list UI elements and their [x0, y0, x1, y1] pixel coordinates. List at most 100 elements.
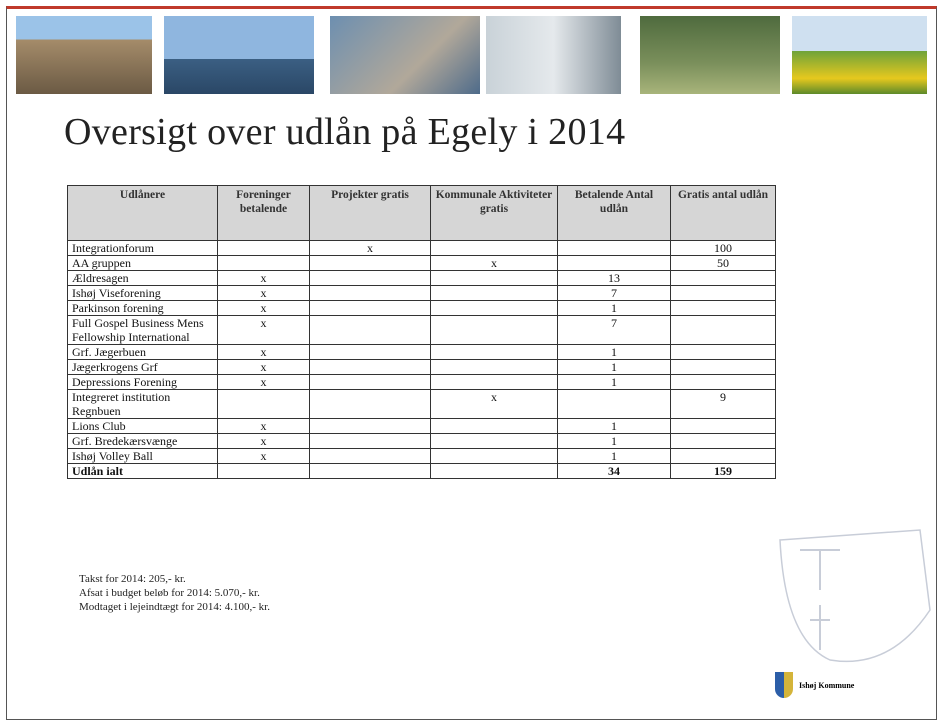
note: Modtaget i lejeindtægt for 2014: 4.100,-…	[79, 600, 270, 614]
row-label: Depressions Forening	[68, 375, 218, 390]
column-header: Projekter gratis	[310, 186, 431, 241]
cell: 1	[558, 419, 671, 434]
column-header: Udlånere	[68, 186, 218, 241]
cell	[671, 360, 776, 375]
cell	[431, 301, 558, 316]
cell	[671, 301, 776, 316]
cell	[218, 390, 310, 419]
cell: x	[218, 286, 310, 301]
cell: x	[218, 449, 310, 464]
cell: 1	[558, 434, 671, 449]
cell	[671, 271, 776, 286]
cell	[310, 345, 431, 360]
row-label: Grf. Bredekærsvænge	[68, 434, 218, 449]
cell	[671, 316, 776, 345]
cell	[431, 316, 558, 345]
cell	[671, 345, 776, 360]
cell	[671, 375, 776, 390]
cell	[431, 449, 558, 464]
cell: 7	[558, 316, 671, 345]
cell: 7	[558, 286, 671, 301]
cell: x	[218, 419, 310, 434]
note: Takst for 2014: 205,- kr.	[79, 572, 270, 586]
cell	[310, 419, 431, 434]
column-header: Foreninger betalende	[218, 186, 310, 241]
cell	[310, 390, 431, 419]
title: Oversigt over udlån på Egely i 2014	[64, 110, 625, 154]
cell: x	[218, 360, 310, 375]
row-label: AA gruppen	[68, 256, 218, 271]
cell: 50	[671, 256, 776, 271]
cell: x	[310, 241, 431, 256]
cell	[310, 286, 431, 301]
cell: 1	[558, 345, 671, 360]
cell: x	[218, 375, 310, 390]
row-label: Parkinson forening	[68, 301, 218, 316]
cell	[431, 345, 558, 360]
notes: Takst for 2014: 205,- kr.Afsat i budget …	[79, 572, 270, 614]
table-row: Integrationforum x 100	[68, 241, 776, 256]
row-label: Grf. Jægerbuen	[68, 345, 218, 360]
watermark	[770, 520, 940, 670]
cell	[218, 464, 310, 479]
cell: x	[431, 390, 558, 419]
cell	[558, 390, 671, 419]
cell	[558, 256, 671, 271]
row-label: Integreret institution Regnbuen	[68, 390, 218, 419]
cell	[671, 419, 776, 434]
row-label: Lions Club	[68, 419, 218, 434]
loan-table: UdlånereForeninger betalendeProjekter gr…	[67, 185, 776, 479]
cell: x	[431, 256, 558, 271]
cell	[431, 241, 558, 256]
table-row: AA gruppen x 50	[68, 256, 776, 271]
cell	[218, 256, 310, 271]
cell	[431, 271, 558, 286]
cell	[558, 241, 671, 256]
cell	[431, 360, 558, 375]
cell	[310, 449, 431, 464]
cell: 13	[558, 271, 671, 286]
cell: 100	[671, 241, 776, 256]
cell: x	[218, 301, 310, 316]
row-label: Integrationforum	[68, 241, 218, 256]
cell	[431, 464, 558, 479]
cell	[310, 434, 431, 449]
cell	[310, 316, 431, 345]
row-label: Ældresagen	[68, 271, 218, 286]
cell	[671, 449, 776, 464]
cell	[431, 434, 558, 449]
cell	[431, 375, 558, 390]
photo	[330, 16, 480, 94]
cell	[431, 286, 558, 301]
logo-label: Ishøj Kommune	[799, 681, 854, 690]
cell: 1	[558, 449, 671, 464]
column-header: Betalende Antal udlån	[558, 186, 671, 241]
cell	[310, 256, 431, 271]
photo	[640, 16, 780, 94]
cell: 34	[558, 464, 671, 479]
cell	[431, 419, 558, 434]
cell: 1	[558, 375, 671, 390]
row-label: Full Gospel Business Mens Fellowship Int…	[68, 316, 218, 345]
cell	[310, 301, 431, 316]
row-label: Ishøj Viseforening	[68, 286, 218, 301]
row-label: Ishøj Volley Ball	[68, 449, 218, 464]
column-header: Gratis antal udlån	[671, 186, 776, 241]
cell	[310, 360, 431, 375]
page: Oversigt over udlån på Egely i 2014 Udlå…	[0, 0, 945, 722]
row-label: Udlån ialt	[68, 464, 218, 479]
table-row: Full Gospel Business Mens Fellowship Int…	[68, 316, 776, 345]
photo	[792, 16, 927, 94]
photo	[16, 16, 152, 94]
logo: Ishøj Kommune	[775, 672, 854, 698]
cell	[310, 271, 431, 286]
